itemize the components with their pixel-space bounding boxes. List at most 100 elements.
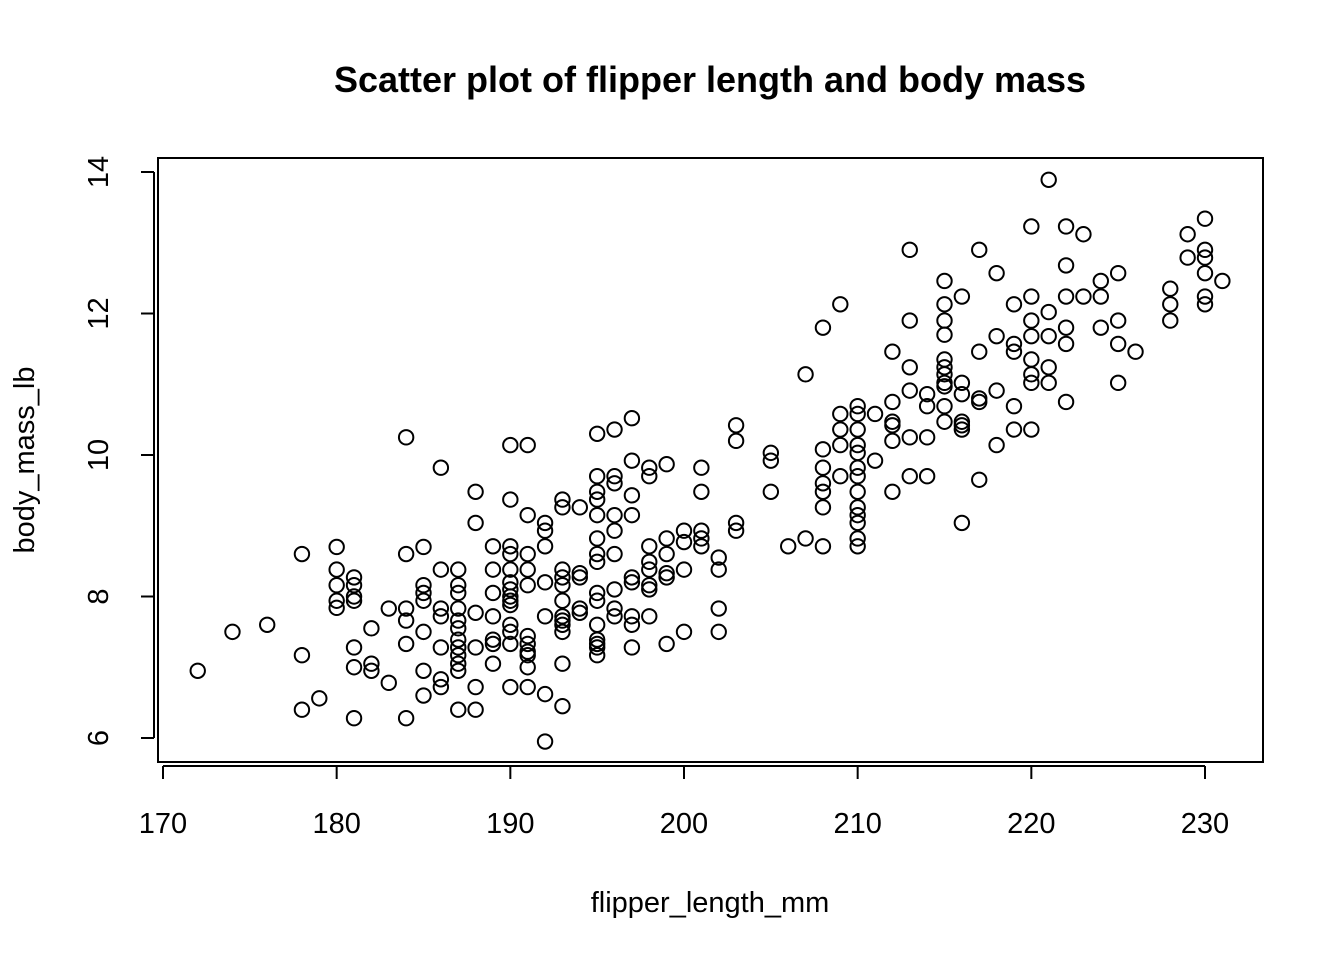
data-point xyxy=(1109,374,1127,392)
data-point xyxy=(641,459,658,476)
data-point xyxy=(554,697,571,715)
data-point xyxy=(1092,319,1110,336)
data-point xyxy=(1023,218,1040,235)
data-point xyxy=(554,576,571,594)
data-point xyxy=(502,635,519,653)
data-point xyxy=(1196,241,1214,259)
data-point xyxy=(1023,366,1040,383)
data-point xyxy=(849,499,866,516)
data-point xyxy=(1005,335,1023,353)
data-point xyxy=(554,608,571,625)
data-point xyxy=(658,455,675,473)
data-point xyxy=(519,635,536,653)
data-point xyxy=(1127,343,1144,360)
data-point xyxy=(588,616,606,633)
data-point xyxy=(554,569,571,586)
data-point xyxy=(345,592,363,609)
data-point xyxy=(467,483,484,500)
data-point xyxy=(415,623,432,641)
data-point xyxy=(780,538,797,555)
data-point xyxy=(884,432,901,450)
data-point xyxy=(936,374,953,392)
data-point xyxy=(762,483,780,500)
data-point xyxy=(658,635,675,653)
data-point xyxy=(658,530,675,547)
data-point xyxy=(849,459,866,476)
data-point xyxy=(588,631,606,648)
data-point xyxy=(936,366,953,383)
y-tick-label: 12 xyxy=(83,297,115,329)
data-point xyxy=(988,436,1005,454)
data-point xyxy=(953,385,971,403)
data-point xyxy=(710,561,727,578)
x-tick-label: 190 xyxy=(486,808,534,840)
data-point xyxy=(554,561,571,578)
data-point xyxy=(345,569,363,586)
data-point xyxy=(1214,272,1231,290)
data-point xyxy=(936,397,953,415)
data-point xyxy=(606,475,623,492)
data-point xyxy=(536,514,554,532)
x-tick-label: 180 xyxy=(312,808,360,840)
data-point xyxy=(1075,226,1092,243)
x-tick-label: 200 xyxy=(660,808,708,840)
data-point xyxy=(1057,288,1075,305)
x-axis-label: flipper_length_mm xyxy=(591,887,830,919)
y-axis: 6 8 10 12 14 xyxy=(83,156,155,746)
data-point xyxy=(450,701,467,718)
data-point xyxy=(1057,393,1075,411)
data-point xyxy=(1162,296,1179,313)
data-point xyxy=(467,604,484,621)
data-point xyxy=(502,491,519,508)
data-point xyxy=(1092,288,1110,305)
data-point xyxy=(363,655,380,672)
data-point xyxy=(814,459,832,476)
data-point xyxy=(849,436,866,454)
data-point xyxy=(814,538,832,555)
data-point xyxy=(432,561,450,578)
data-point xyxy=(918,385,936,403)
data-point xyxy=(467,701,484,718)
data-point xyxy=(606,600,623,617)
data-point xyxy=(658,569,675,586)
data-point xyxy=(675,522,693,539)
data-point xyxy=(536,608,554,625)
data-point xyxy=(554,592,571,609)
x-tick-label: 230 xyxy=(1181,808,1229,840)
data-point xyxy=(606,421,623,438)
data-point xyxy=(832,296,849,313)
data-point xyxy=(536,733,554,750)
data-point xyxy=(866,405,884,423)
data-point xyxy=(606,468,623,485)
data-point xyxy=(484,635,502,653)
data-point xyxy=(397,612,415,629)
data-point xyxy=(415,662,432,679)
data-point xyxy=(328,592,345,609)
data-point xyxy=(971,390,988,407)
data-point xyxy=(623,616,641,633)
data-point xyxy=(1179,226,1196,243)
y-tick-label: 10 xyxy=(83,439,115,471)
data-point xyxy=(710,549,727,566)
data-point xyxy=(380,674,397,692)
data-point xyxy=(953,514,971,532)
data-point xyxy=(814,483,832,500)
data-point xyxy=(814,441,832,458)
data-point xyxy=(259,616,276,633)
data-point xyxy=(484,655,502,672)
data-point xyxy=(484,561,502,578)
data-point xyxy=(953,288,971,305)
data-point xyxy=(467,639,484,656)
data-point xyxy=(641,561,658,578)
data-point xyxy=(519,576,536,594)
data-point xyxy=(484,608,502,625)
data-point xyxy=(849,397,866,415)
data-point xyxy=(467,514,484,532)
data-point xyxy=(397,635,415,653)
data-point xyxy=(432,600,450,617)
data-point xyxy=(450,639,467,656)
y-tick-label: 6 xyxy=(83,730,115,746)
data-point xyxy=(727,514,745,532)
data-point xyxy=(450,631,467,648)
